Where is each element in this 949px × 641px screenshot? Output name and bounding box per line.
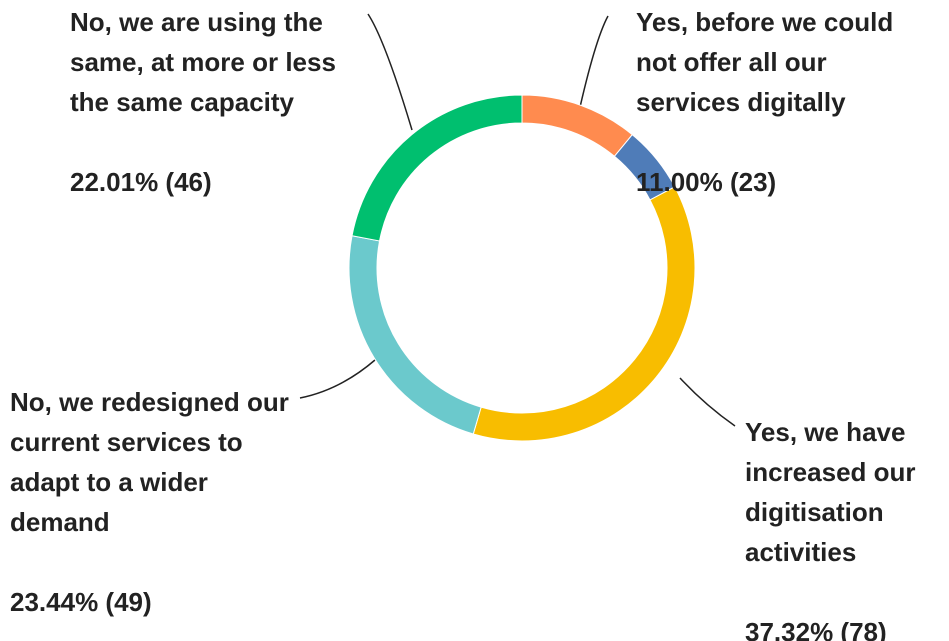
- leader-lines: [299, 13, 736, 427]
- segment-label: No, we are using the same, at more or le…: [70, 2, 360, 202]
- donut-segment: [351, 94, 523, 242]
- donut-segment: [521, 94, 633, 157]
- segment-label: Yes, we have increased our digitisation …: [745, 412, 949, 641]
- leader-line: [299, 359, 376, 399]
- category-label: No, we are using the same, at more or le…: [70, 7, 336, 117]
- leader-line: [679, 377, 736, 427]
- value-label: 22.01% (46): [70, 167, 212, 197]
- donut-segment: [348, 235, 482, 435]
- category-label: Yes, we have increased our digitisation …: [745, 417, 916, 567]
- segment-label: No, we redesigned our current services t…: [10, 382, 310, 622]
- value-label: 11.00% (23): [636, 167, 777, 197]
- donut-segment: [472, 186, 696, 442]
- value-label: 23.44% (49): [10, 587, 152, 617]
- segment-label: Yes, before we could not offer all our s…: [636, 2, 936, 202]
- category-label: Yes, before we could not offer all our s…: [636, 7, 894, 117]
- value-label: 37.32% (78): [745, 617, 887, 641]
- leader-line: [577, 15, 609, 117]
- category-label: No, we redesigned our current services t…: [10, 387, 289, 537]
- leader-line: [367, 13, 413, 131]
